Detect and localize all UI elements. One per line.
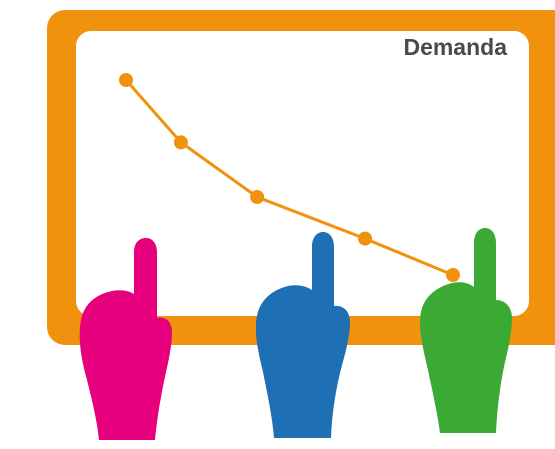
data-point xyxy=(173,135,188,150)
demand-chart xyxy=(119,73,460,282)
pink-pointing-hand xyxy=(79,238,172,440)
data-point xyxy=(446,268,460,282)
data-point xyxy=(250,190,265,204)
board-panel xyxy=(76,31,529,316)
data-point xyxy=(119,73,133,87)
green-pointing-hand xyxy=(419,228,512,433)
data-point xyxy=(358,231,373,246)
board-title: Demanda xyxy=(403,34,507,60)
blue-pointing-hand xyxy=(255,232,350,438)
